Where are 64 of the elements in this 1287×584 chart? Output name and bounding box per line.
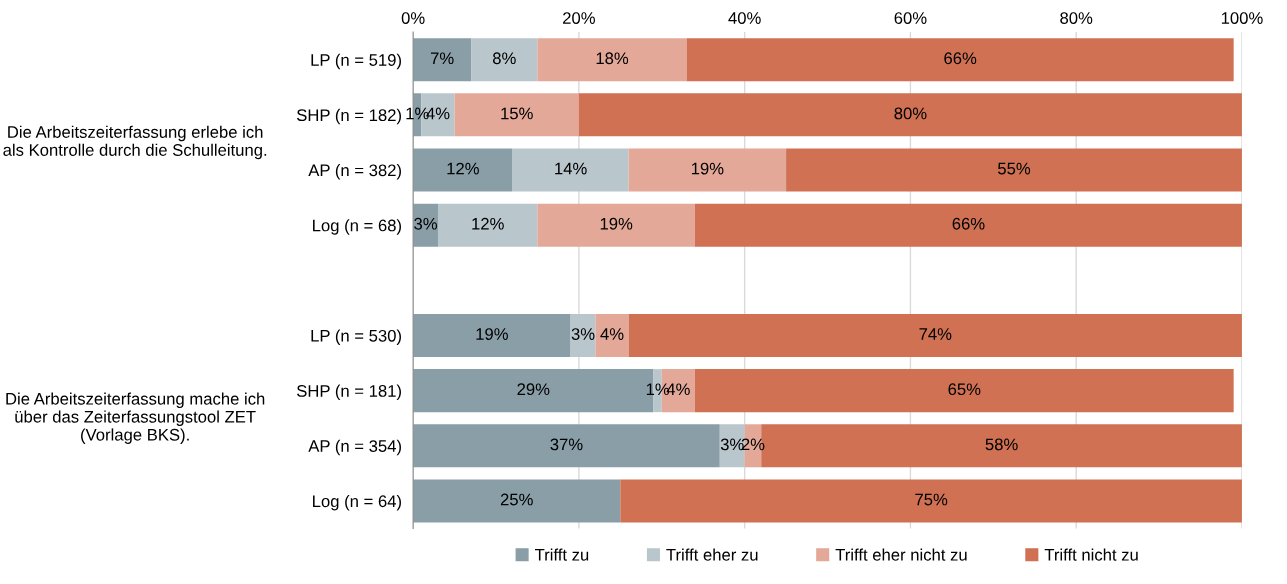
bar: [537, 38, 687, 82]
y-tick-label: Log (n = 68): [313, 219, 401, 235]
data-label: 8%: [492, 52, 516, 65]
bar: [413, 479, 621, 523]
y-tick-label: SHP (n = 182): [297, 108, 401, 125]
data-label: 15%: [501, 107, 533, 120]
data-label: 75%: [915, 493, 948, 506]
data-label: 7%: [430, 52, 454, 65]
x-tick-label: 60%: [894, 12, 927, 24]
bar: [437, 203, 538, 247]
data-label: 29%: [517, 383, 550, 396]
y-tick-label: AP (n = 354): [308, 439, 401, 456]
x-tick-label: 20%: [563, 12, 595, 24]
y-tick-label: AP (n = 382): [308, 163, 401, 180]
data-label: 3%: [571, 328, 595, 340]
y-tick-label: Log (n = 64): [313, 494, 401, 511]
data-label: 14%: [555, 162, 587, 175]
data-label: 65%: [948, 383, 981, 396]
data-label: 19%: [691, 162, 724, 175]
bar: [471, 38, 538, 82]
text: Die Arbeitszeiterfassung mache ich über das Zeiterfassungstool ZET (Vorlage BKS).: [6, 392, 265, 444]
data-label: 74%: [919, 328, 952, 340]
data-label: 4%: [600, 328, 624, 340]
bar: [786, 148, 1242, 192]
data-label: 18%: [596, 52, 629, 65]
data-label: 66%: [944, 52, 977, 65]
data-label: 80%: [894, 107, 927, 120]
bar: [578, 93, 1242, 137]
data-label: 12%: [472, 217, 504, 230]
data-label: 55%: [998, 162, 1031, 175]
x-tick-label: 40%: [728, 12, 761, 24]
data-label: 58%: [985, 438, 1018, 451]
data-label: 19%: [476, 328, 508, 340]
data-label: 12%: [447, 162, 479, 175]
x-tick-label: 0%: [401, 12, 425, 24]
bar: [694, 203, 1242, 247]
bar: [413, 148, 513, 192]
bar: [686, 38, 1234, 82]
x-tick-label: 80%: [1060, 12, 1093, 24]
legend-label: Trifft zu: [534, 548, 589, 561]
bar: [454, 93, 579, 137]
y-tick-label: SHP (n = 181): [297, 384, 401, 401]
legend-label: Trifft nicht zu: [1044, 548, 1138, 561]
bar: [595, 313, 629, 357]
data-label: 19%: [600, 217, 633, 230]
bar: [620, 479, 1242, 523]
data-label: 37%: [550, 438, 583, 451]
bar: [694, 369, 1234, 413]
legend-label: Trifft eher zu: [666, 548, 758, 561]
y-tick-label: LP (n = 519): [311, 53, 401, 70]
y-tick-label: LP (n = 530): [311, 329, 401, 345]
legend-label: Trifft eher nicht zu: [835, 548, 967, 561]
bar: [628, 148, 787, 192]
bar: [413, 313, 571, 357]
bar: [628, 313, 1242, 357]
bar: [413, 38, 472, 82]
text: Die Arbeitszeiterfassung erlebe ich als Kontrolle durch die Schulleitung.: [3, 125, 267, 160]
data-label: 25%: [500, 493, 533, 506]
data-label: 66%: [952, 217, 985, 230]
bar: [512, 148, 629, 192]
data-label: 3%: [414, 217, 438, 230]
bar: [537, 203, 695, 247]
x-tick-label: 100%: [1221, 12, 1263, 24]
bar: [413, 424, 720, 468]
